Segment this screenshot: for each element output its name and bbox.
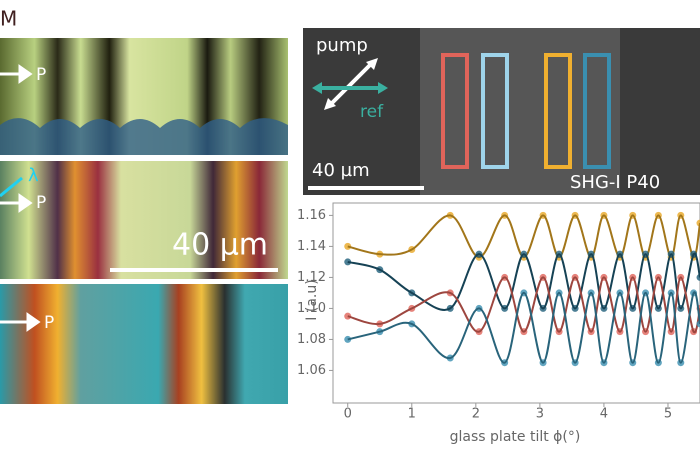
x-tick-label: 5 — [664, 407, 672, 422]
corner-label: M — [0, 7, 17, 31]
micrograph-3 — [0, 284, 288, 404]
x-tick-label: 4 — [600, 407, 608, 422]
polarizer-arrows — [0, 64, 41, 332]
pump-label: pump — [316, 35, 368, 56]
y-tick-label: 1.16 — [297, 208, 326, 223]
polarizer-label: P — [36, 193, 46, 213]
x-tick-label: 0 — [344, 407, 352, 422]
series-line — [347, 291, 700, 364]
x-tick-label: 1 — [408, 407, 416, 422]
y-tick-label: 1.08 — [297, 332, 326, 347]
beam-arrows — [312, 58, 388, 110]
y-axis-label: I (a.u) — [304, 279, 320, 320]
x-axis-label: glass plate tilt ϕ(°) — [450, 429, 581, 445]
roi-boxes — [441, 53, 611, 169]
polarizer-label: P — [36, 65, 46, 85]
y-tick-label: 1.06 — [297, 363, 326, 378]
scale-label: 40 µm — [172, 228, 268, 263]
x-tick-label: 3 — [536, 407, 544, 422]
series-line — [347, 252, 700, 311]
y-tick-label: 1.10 — [297, 301, 326, 316]
y-tick-label: 1.14 — [297, 239, 326, 254]
ref-label: ref — [360, 102, 384, 122]
series-line — [347, 276, 700, 334]
micrograph-2 — [0, 161, 288, 279]
plot-frame — [332, 202, 700, 404]
y-tick-label: 1.12 — [297, 270, 326, 285]
image-caption: SHG-I P40 — [570, 172, 660, 193]
x-tick-label: 2 — [472, 407, 480, 422]
wavelength-label: λ — [28, 165, 39, 186]
plot: 1.06 1.08 1.10 1.12 1.14 1.16 0 1 2 3 4 5 — [297, 208, 700, 422]
polarizer-label: P — [44, 313, 54, 333]
wavelength-arrow — [0, 176, 23, 198]
director-field — [0, 118, 288, 155]
scale-label: 40 µm — [312, 160, 370, 181]
